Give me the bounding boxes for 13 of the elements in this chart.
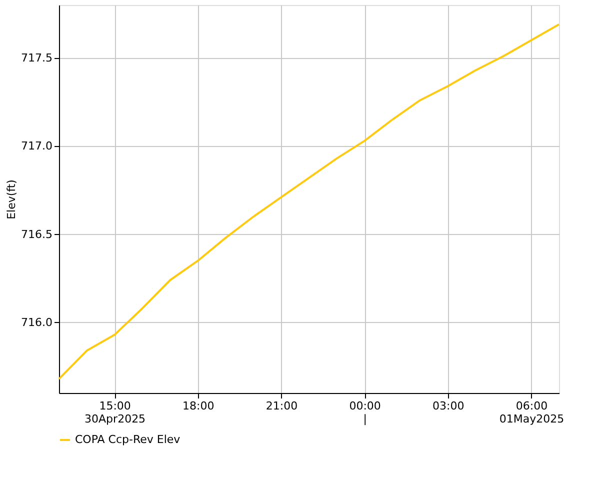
line-series [58,23,560,380]
x-tick-label: 06:00 01May2025 [499,400,564,426]
x-tick-label: 21:00 [266,400,298,412]
x-tick-label: 03:00 [432,400,464,412]
legend-label: COPA Ccp-Rev Elev [75,433,181,446]
x-tick-label: 15:00 30Apr2025 [84,400,146,426]
y-tick-label: 717.5 [21,51,52,64]
y-tick-label: 717.0 [21,140,52,153]
y-axis-title: Elev(ft) [5,180,18,220]
x-tick-label: 00:00 | [349,400,381,426]
y-tick-label: 716.0 [21,316,52,329]
y-tick-label: 716.5 [21,228,52,241]
x-tick-label: 18:00 [182,400,214,412]
